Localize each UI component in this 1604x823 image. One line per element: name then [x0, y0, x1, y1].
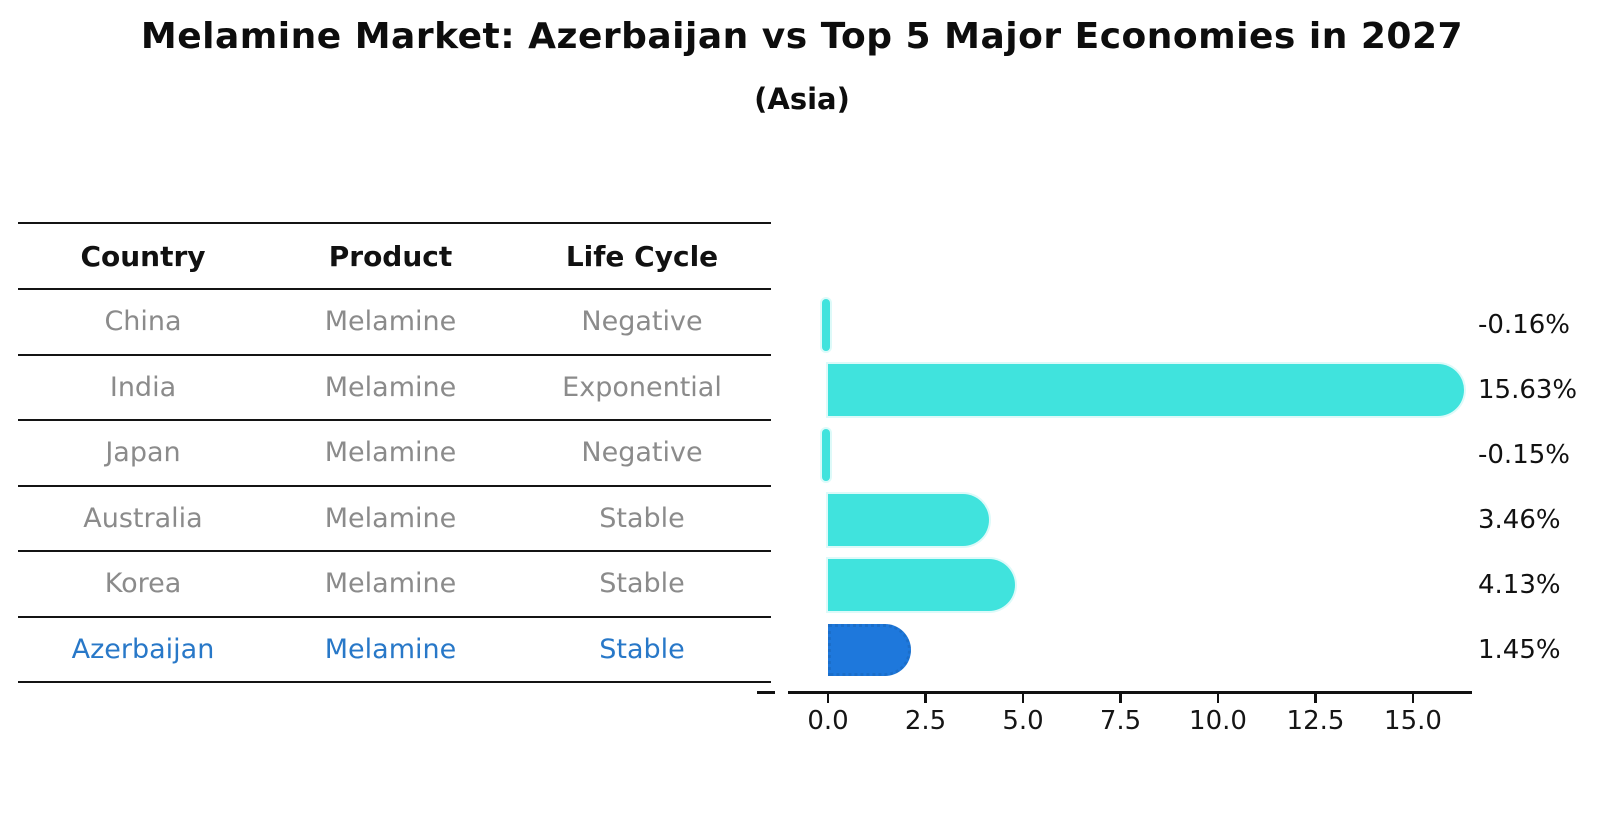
cell-lifecycle: Stable: [599, 568, 685, 600]
table-row-korea: Korea Melamine Stable: [18, 552, 771, 618]
column-header-lifecycle: Life Cycle: [565, 239, 719, 273]
x-tick-mark: [1119, 694, 1122, 703]
column-header-product: Product: [328, 239, 453, 273]
value-label-australia: 3.46%: [1478, 504, 1561, 535]
table-row-australia: Australia Melamine Stable: [18, 487, 771, 552]
value-label-japan: -0.15%: [1478, 439, 1570, 470]
x-tick-label: 5.0: [1002, 706, 1044, 736]
x-tick-label: 0.0: [807, 706, 849, 736]
bar-korea: [828, 558, 1016, 611]
cell-lifecycle: Negative: [581, 306, 703, 338]
cell-lifecycle: Stable: [599, 633, 685, 665]
cell-country: Australia: [83, 502, 203, 534]
x-tick-label: 12.5: [1286, 706, 1345, 736]
x-tick-mark: [826, 694, 830, 703]
table-header-row: Country Product Life Cycle: [18, 224, 771, 290]
cell-country: Azerbaijan: [71, 633, 215, 665]
y-axis-end-tick: [757, 691, 775, 694]
x-tick-mark: [1314, 694, 1317, 703]
cell-lifecycle: Exponential: [562, 371, 722, 403]
x-tick-mark: [1216, 694, 1220, 703]
bar-azerbaijan: [828, 623, 911, 676]
cell-product: Melamine: [324, 568, 457, 600]
country-table: Country Product Life Cycle China Melamine…: [18, 222, 771, 683]
x-tick-mark: [924, 694, 927, 703]
x-tick-mark: [1411, 694, 1415, 703]
cell-product: Melamine: [324, 502, 457, 534]
cell-lifecycle: Stable: [599, 502, 685, 534]
cell-country: India: [109, 371, 177, 403]
x-tick-label: 7.5: [1099, 706, 1142, 736]
cell-product: Melamine: [324, 371, 457, 403]
bar-china: [821, 298, 830, 351]
cell-product: Melamine: [324, 633, 457, 665]
cell-lifecycle: Negative: [581, 437, 703, 469]
bar-japan: [821, 428, 830, 481]
bar-australia: [828, 493, 989, 546]
cell-country: China: [104, 306, 182, 338]
table-row-japan: Japan Melamine Negative: [18, 421, 771, 487]
x-tick-label: 2.5: [904, 706, 947, 736]
cell-product: Melamine: [324, 437, 457, 469]
table-body: China Melamine Negative India Melamine Expone…: [18, 290, 771, 683]
value-label-india: 15.63%: [1478, 374, 1578, 405]
table-row-china: China Melamine Negative: [18, 290, 771, 356]
column-header-country: Country: [80, 239, 206, 273]
value-label-china: -0.16%: [1478, 309, 1570, 340]
cell-product: Melamine: [324, 306, 457, 338]
bar-india: [828, 363, 1464, 416]
x-axis-line: [788, 691, 1472, 694]
x-tick-mark: [1021, 694, 1025, 703]
cell-country: Korea: [104, 568, 182, 600]
value-label-korea: 4.13%: [1478, 569, 1561, 600]
cell-country: Japan: [105, 437, 181, 469]
chart-subtitle: (Asia): [754, 82, 850, 116]
table-row-india: India Melamine Exponential: [18, 356, 771, 421]
value-label-azerbaijan: 1.45%: [1478, 634, 1561, 665]
table-row-azerbaijan: Azerbaijan Melamine Stable: [18, 618, 771, 683]
x-tick-label: 15.0: [1384, 706, 1442, 736]
chart-title: Melamine Market: Azerbaijan vs Top 5 Maj…: [140, 16, 1464, 57]
x-tick-label: 10.0: [1189, 706, 1247, 736]
